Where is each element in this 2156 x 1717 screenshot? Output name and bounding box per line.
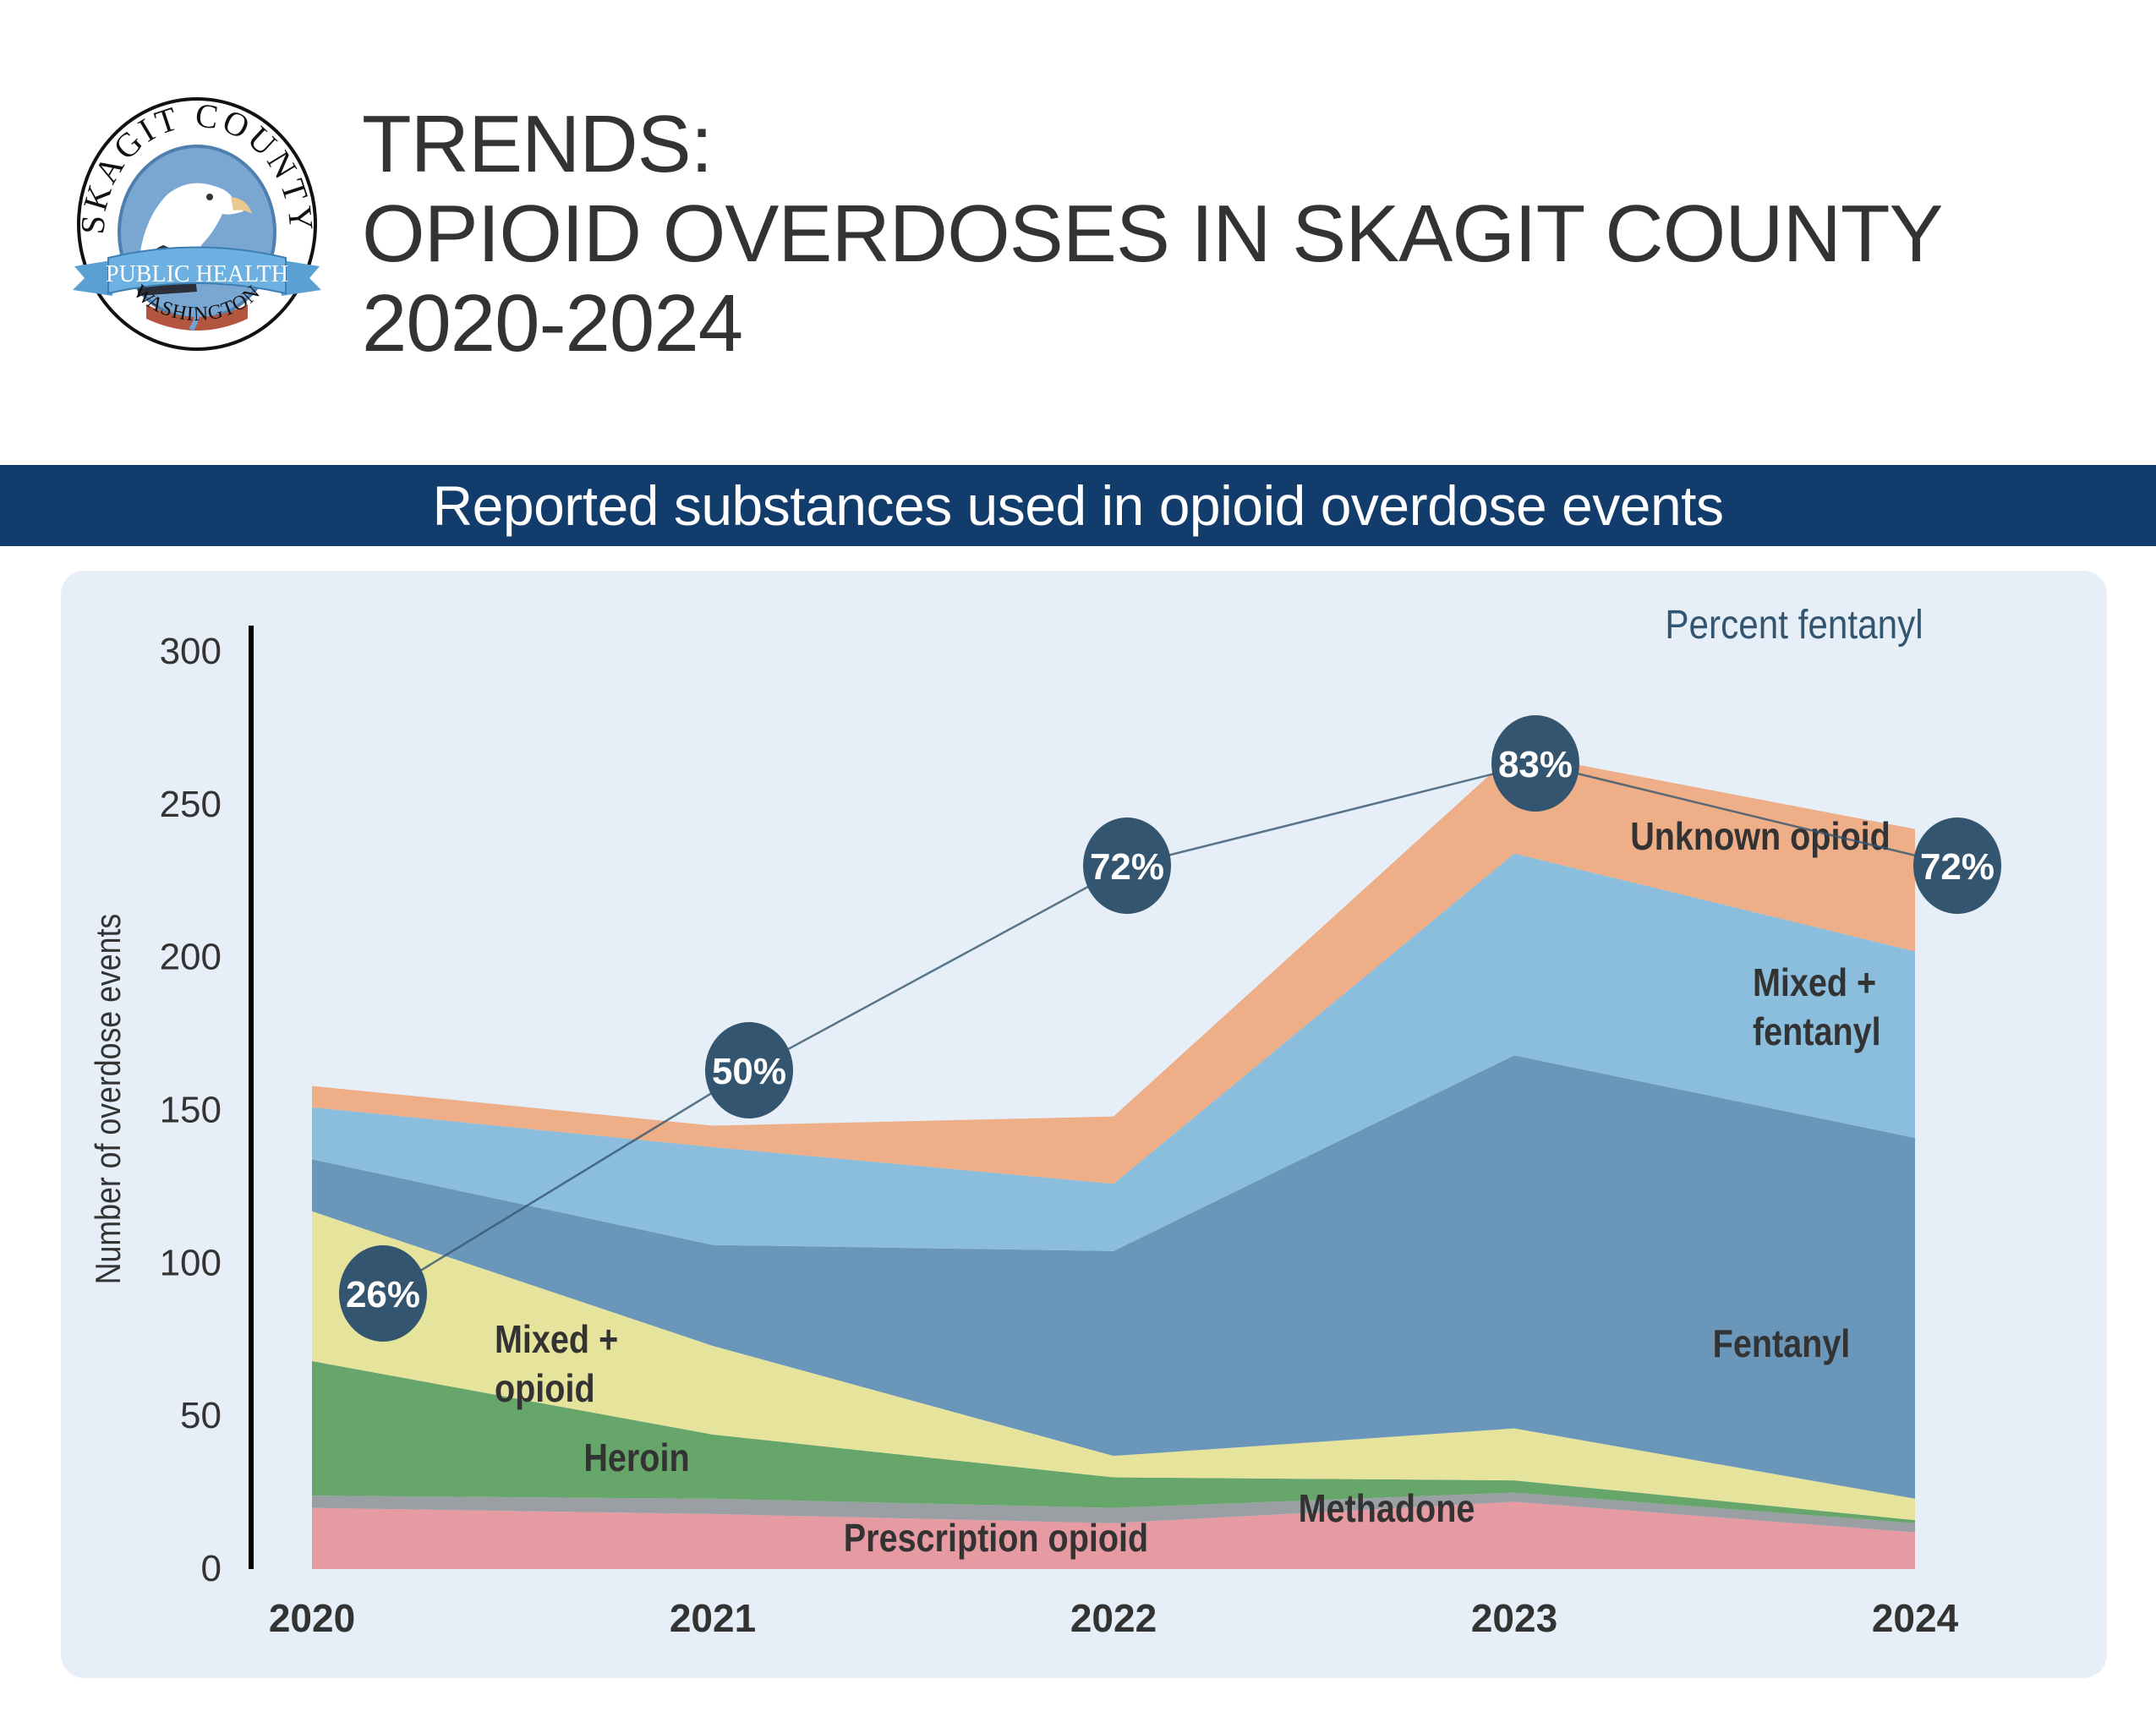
skagit-county-public-health-logo: SKAGIT COUNTY PUBLIC HEALTH WASHINGTON [73, 97, 321, 351]
title-line-2: OPIOID OVERDOSES IN SKAGIT COUNTY [362, 189, 1944, 279]
title-line-1: TRENDS: [362, 99, 713, 189]
series-label-mixed-opioid: Mixed + opioid [495, 1318, 618, 1410]
percent-fentanyl-label: 72% [1090, 846, 1164, 888]
y-tick-label: 250 [160, 784, 222, 825]
area-prescription-opioid [312, 1501, 1915, 1569]
y-axis: 0 50 100 150 200 250 300 Number of overdose eve… [89, 626, 254, 1589]
x-tick-label: 2024 [1872, 1596, 1959, 1640]
section-banner-text: Reported substances used in opioid overd… [432, 474, 1725, 537]
y-tick-label: 150 [160, 1089, 222, 1130]
x-tick-label: 2023 [1471, 1596, 1557, 1640]
title-line-3: 2020-2024 [362, 278, 743, 369]
y-tick-label: 300 [160, 631, 222, 672]
area-fentanyl [312, 1055, 1915, 1499]
y-tick-label: 50 [180, 1395, 222, 1436]
x-tick-label: 2021 [670, 1596, 756, 1640]
y-tick-label: 0 [201, 1548, 222, 1589]
series-label-heroin: Heroin [583, 1436, 689, 1479]
series-label-prescription-opioid: Prescription opioid [844, 1517, 1148, 1560]
percent-fentanyl-marker [1083, 817, 1171, 914]
x-tick-label: 2022 [1070, 1596, 1157, 1640]
series-label-methadone: Methadone [1299, 1487, 1475, 1530]
area-methadone [312, 1492, 1915, 1533]
percent-fentanyl-label: 50% [712, 1051, 786, 1092]
series-label-fentanyl: Fentanyl [1713, 1322, 1851, 1365]
logo-ribbon-text: PUBLIC HEALTH [106, 261, 288, 287]
series-labels: Prescription opioid Methadone Heroin Mixed … [495, 815, 1891, 1560]
y-tick-label: 100 [160, 1242, 222, 1283]
percent-fentanyl-marker [705, 1022, 793, 1118]
section-banner: Reported substances used in opioid overd… [0, 465, 2156, 546]
percent-fentanyl-marker [1913, 817, 2001, 914]
percent-fentanyl-marker [339, 1245, 427, 1342]
x-tick-label: 2020 [269, 1596, 355, 1640]
y-tick-label: 200 [160, 937, 222, 978]
percent-fentanyl-legend: Percent fentanyl [1665, 601, 1923, 647]
x-axis: 2020 2021 2022 2023 2024 [269, 1596, 1959, 1640]
page-title: TRENDS: OPIOID OVERDOSES IN SKAGIT COUNT… [362, 99, 1944, 369]
area-heroin [312, 1361, 1915, 1523]
percent-fentanyl-label: 26% [346, 1274, 420, 1315]
y-axis-title: Number of overdose events [89, 914, 128, 1284]
percent-fentanyl-label: 72% [1920, 846, 1995, 888]
series-label-mixed-fentanyl: Mixed + fentanyl [1753, 961, 1881, 1053]
logo-ribbon [107, 246, 287, 295]
series-label-unknown-opioid: Unknown opioid [1630, 815, 1891, 858]
area-mixed-fentanyl [312, 853, 1915, 1251]
area-series-group [312, 752, 1915, 1569]
area-mixed-opioid [312, 1211, 1915, 1521]
percent-fentanyl-label: 83% [1498, 744, 1573, 785]
percent-fentanyl-marker [1491, 715, 1579, 812]
percent-fentanyl-overlay: 26% 50% 72% 83% 72% Percent fentanyl [339, 601, 2001, 1342]
